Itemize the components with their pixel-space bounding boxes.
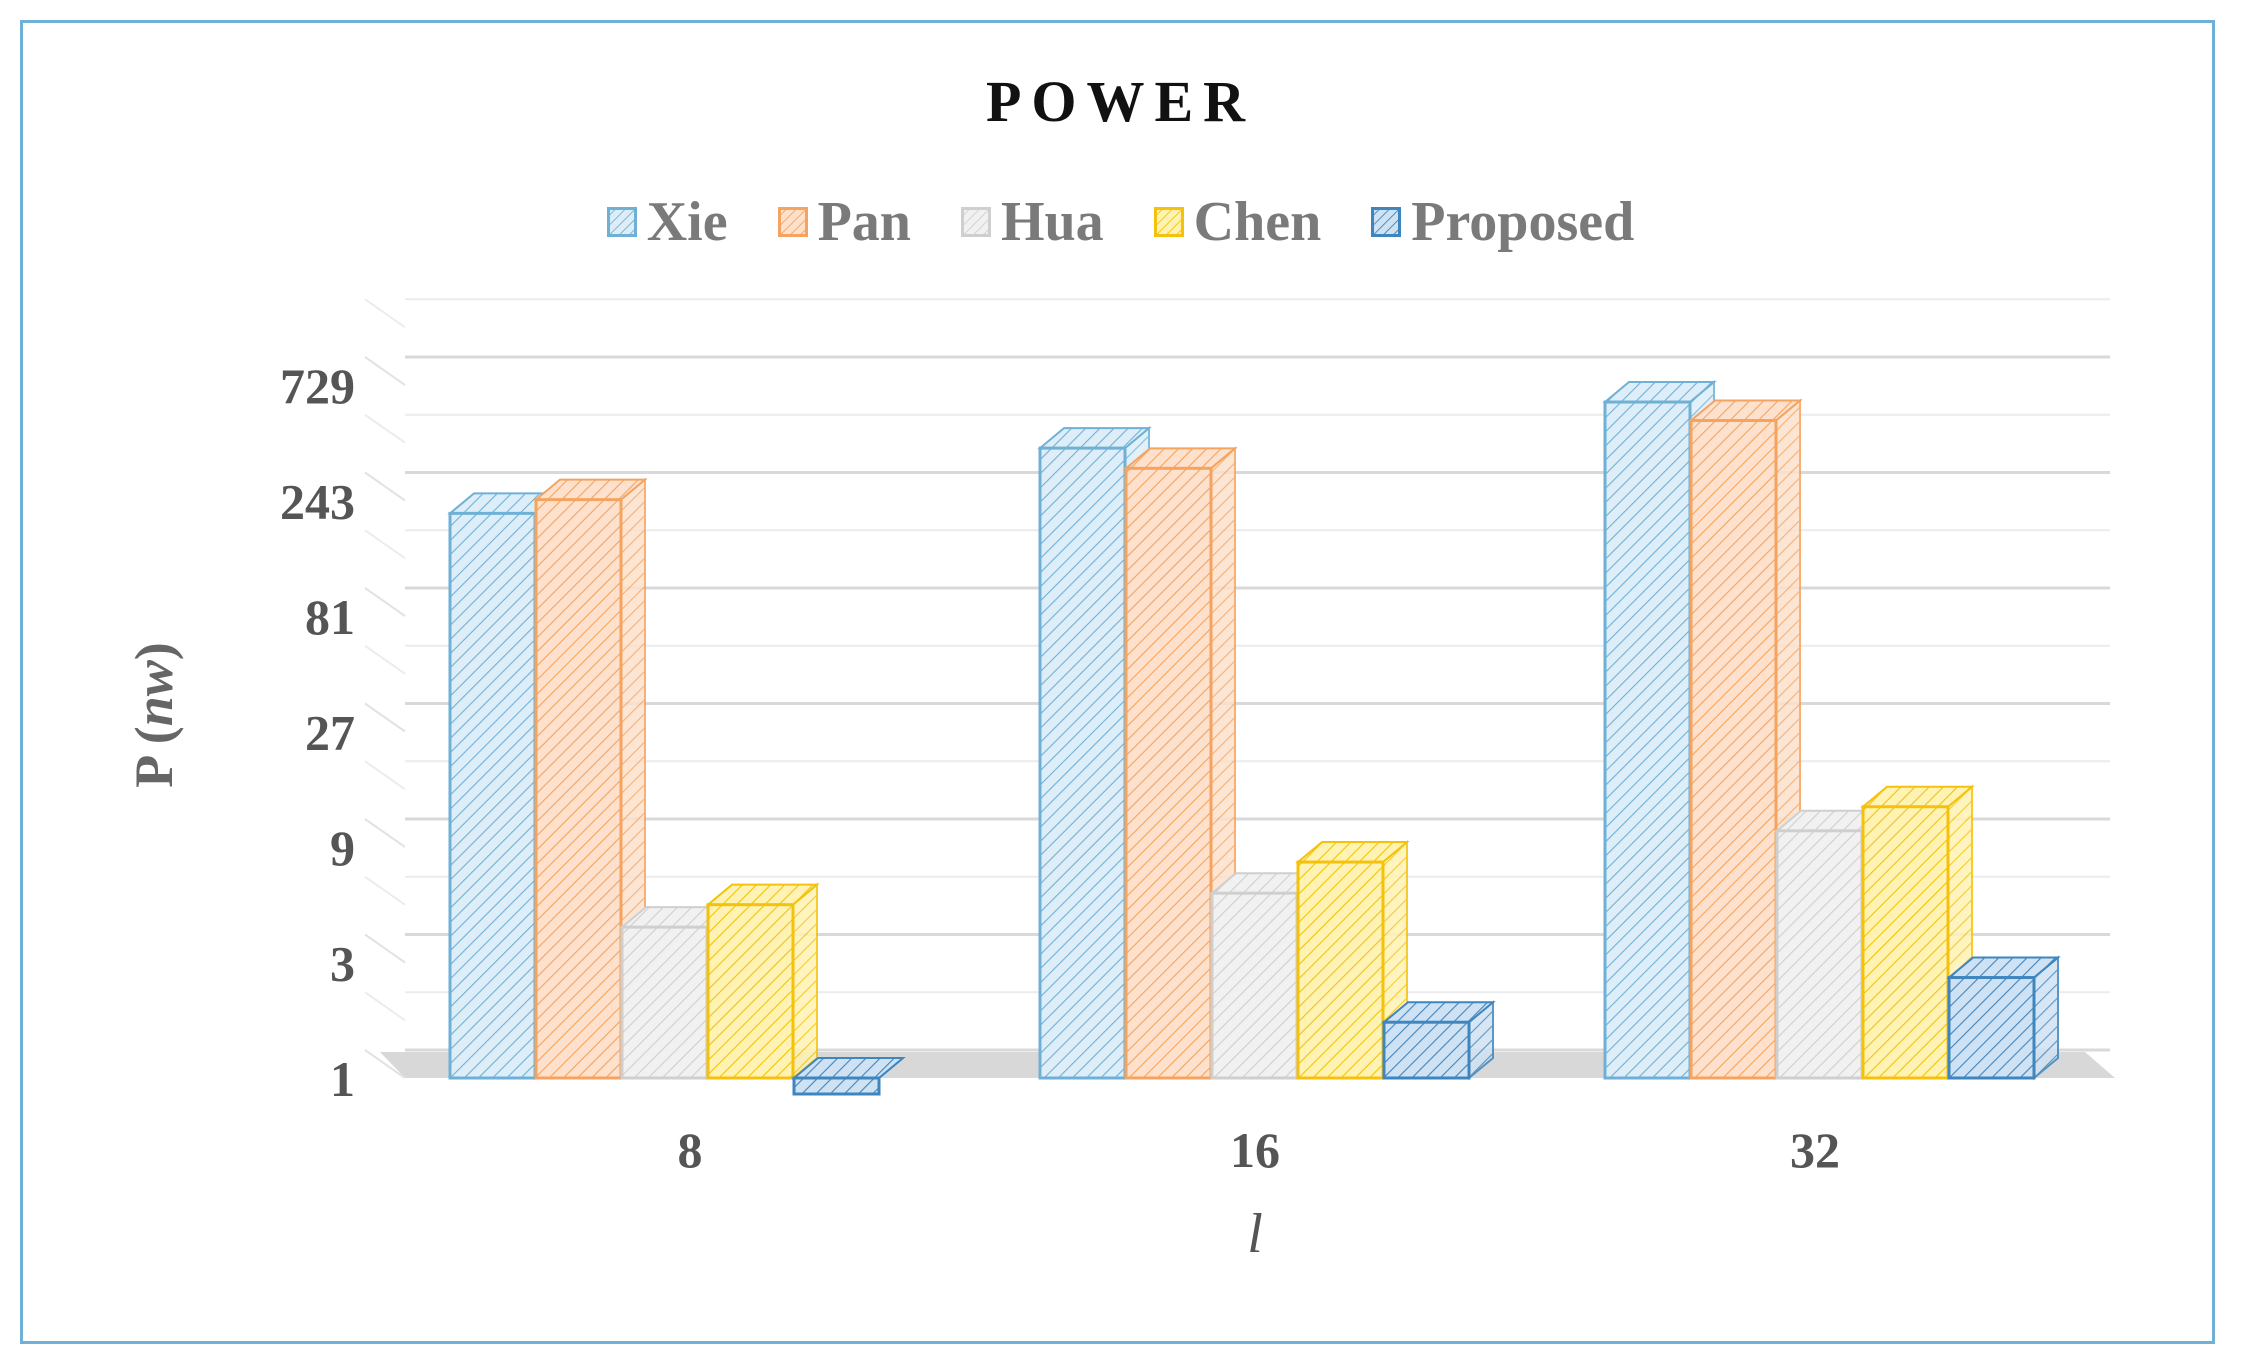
bar-front bbox=[1296, 860, 1385, 1080]
y-axis-label-unit: nw bbox=[124, 659, 184, 726]
bar-front bbox=[448, 511, 537, 1080]
gridline-depth-minor bbox=[364, 529, 406, 560]
bar-front bbox=[1775, 829, 1864, 1080]
legend-swatch-hua bbox=[960, 207, 991, 237]
bar-proposed-32 bbox=[1946, 955, 2061, 1081]
legend-swatch-chen bbox=[1153, 207, 1184, 237]
gridline-depth-minor bbox=[364, 298, 406, 329]
gridline-depth bbox=[364, 471, 406, 502]
legend-item-hua: Hua bbox=[960, 190, 1104, 254]
bar-chen-8 bbox=[705, 882, 820, 1081]
x-axis-label: l bbox=[1247, 1203, 1263, 1265]
gridline-depth-minor bbox=[364, 760, 406, 791]
legend-item-chen: Chen bbox=[1153, 190, 1322, 254]
legend-item-proposed: Proposed bbox=[1371, 190, 1634, 254]
legend-swatch-rect bbox=[777, 207, 808, 237]
bar-front bbox=[1689, 419, 1778, 1080]
y-tick-label: 3 bbox=[330, 936, 355, 992]
bar-front bbox=[792, 1076, 881, 1096]
gridline-depth bbox=[364, 587, 406, 617]
bar-pan-16 bbox=[1123, 446, 1238, 1081]
y-tick-label: 27 bbox=[305, 705, 355, 761]
legend: Xie Pan Hua Chen Proposed bbox=[0, 190, 2241, 254]
legend-item-pan: Pan bbox=[777, 190, 911, 254]
y-axis-label: P (nw) bbox=[124, 642, 184, 788]
bar-front bbox=[534, 498, 623, 1080]
bar-front bbox=[706, 903, 795, 1080]
legend-label-pan: Pan bbox=[817, 191, 911, 253]
chart-title: POWER bbox=[985, 69, 1256, 134]
bar-proposed-8 bbox=[791, 1057, 906, 1096]
legend-label-proposed: Proposed bbox=[1411, 191, 1635, 253]
legend-swatch-pan bbox=[777, 207, 808, 237]
gridline-depth-minor bbox=[364, 991, 406, 1022]
y-axis-label-close: ) bbox=[124, 642, 184, 660]
y-tick-label: 729 bbox=[280, 358, 355, 414]
gridline-depth bbox=[364, 356, 406, 386]
bar-front bbox=[1861, 805, 1950, 1080]
legend-swatch-rect bbox=[960, 207, 991, 237]
legend-swatch-proposed bbox=[1371, 207, 1402, 237]
legend-swatch-rect bbox=[1153, 207, 1184, 237]
gridline-depth bbox=[364, 1049, 406, 1079]
bar-front bbox=[1038, 446, 1127, 1080]
y-tick-label: 9 bbox=[330, 820, 355, 876]
bar-front bbox=[1603, 400, 1692, 1080]
legend-item-xie: Xie bbox=[606, 190, 728, 254]
bar-front bbox=[1210, 891, 1299, 1080]
legend-swatch-rect bbox=[1371, 207, 1402, 237]
bar-side bbox=[792, 882, 818, 1081]
x-tick-label: 16 bbox=[1230, 1122, 1280, 1178]
bar-proposed-16 bbox=[1381, 1000, 1496, 1081]
legend-label-chen: Chen bbox=[1193, 191, 1322, 253]
gridline-depth-minor bbox=[364, 413, 406, 444]
y-tick-label: 1 bbox=[330, 1051, 355, 1107]
y-tick-label: 81 bbox=[305, 589, 355, 645]
y-tick-label: 243 bbox=[280, 474, 355, 530]
legend-swatch-rect bbox=[606, 207, 637, 237]
bar-front bbox=[1124, 466, 1213, 1080]
gridline-depth-minor bbox=[364, 875, 406, 906]
legend-label-xie: Xie bbox=[646, 191, 728, 253]
bar-front bbox=[620, 925, 709, 1080]
y-axis-label-main: P ( bbox=[124, 726, 184, 788]
gridline-depth bbox=[364, 933, 406, 964]
legend-swatch-xie bbox=[606, 207, 637, 237]
gridline-depth-minor bbox=[364, 644, 406, 675]
gridline-depth bbox=[364, 818, 406, 848]
bar-front bbox=[1382, 1020, 1471, 1080]
x-tick-label: 32 bbox=[1790, 1122, 1840, 1178]
legend-label-hua: Hua bbox=[1000, 191, 1104, 253]
bar-front bbox=[1947, 976, 2036, 1080]
x-tick-label: 8 bbox=[678, 1122, 703, 1178]
gridline-depth bbox=[364, 702, 406, 733]
